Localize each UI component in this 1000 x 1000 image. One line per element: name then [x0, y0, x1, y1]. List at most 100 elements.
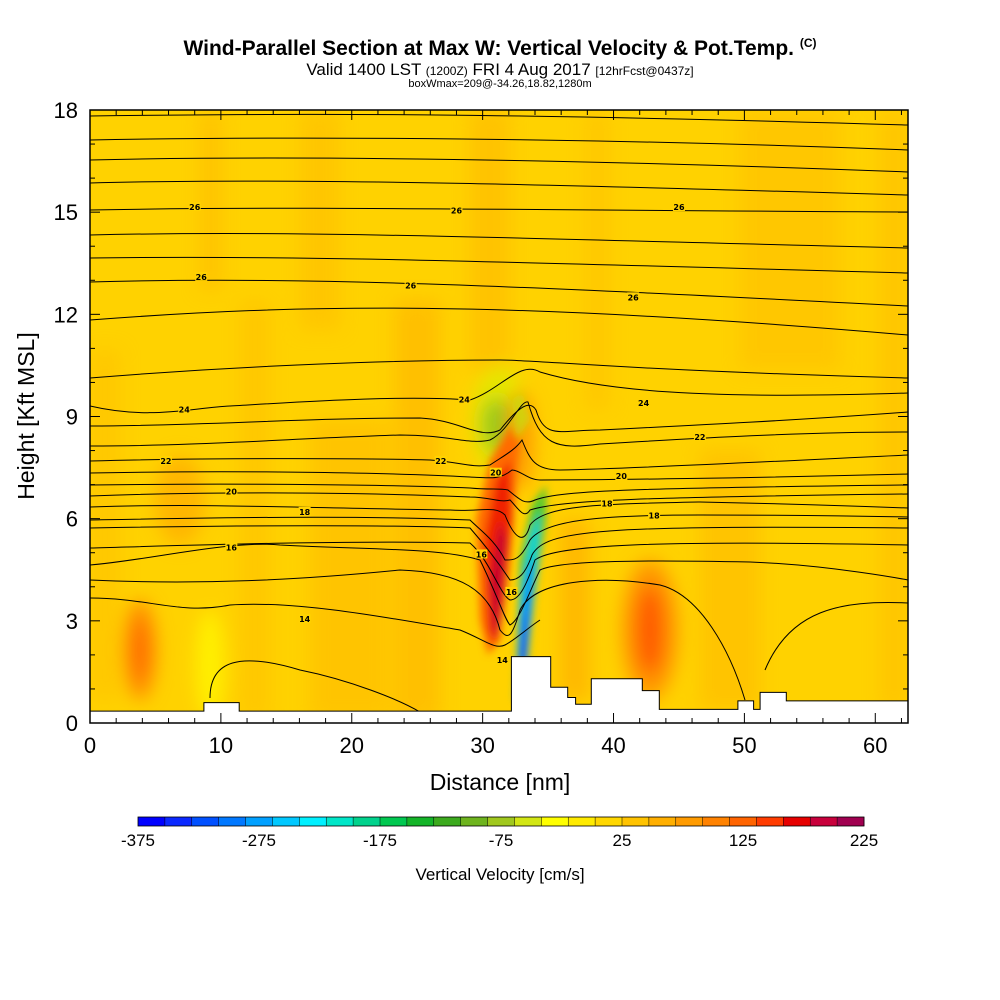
- contour-label: 26: [628, 293, 640, 302]
- contour-labels: 26 26 26 26 26 26 24 24 24 22 22 22 20 20 20 18 18 18 16 16…: [159, 202, 706, 665]
- colorbar-swatch: [595, 817, 623, 826]
- contour-label-bg: [637, 397, 650, 407]
- contour-label-bg: [693, 431, 706, 441]
- x-tick-label: 30: [470, 733, 494, 758]
- contour-label-bg: [298, 614, 311, 624]
- colorbar-swatch: [191, 817, 220, 826]
- colorbar-swatch: [729, 817, 757, 826]
- contour-line: [90, 569, 746, 701]
- title-units: (C): [799, 36, 817, 50]
- contour-label: 16: [506, 588, 518, 597]
- contour-line: [90, 483, 908, 503]
- x-axis-label: Distance [nm]: [430, 769, 571, 795]
- contour-label-bg: [159, 455, 172, 465]
- x-axis: 0 10 20 30 40 50 60: [84, 110, 902, 758]
- contour-label: 26: [451, 206, 463, 215]
- contour-line: [90, 492, 908, 515]
- y-tick-label: 12: [54, 302, 78, 327]
- colorbar-tick-label: -75: [489, 831, 514, 850]
- contour-label-bg: [225, 486, 238, 496]
- chart-subtitle-2: boxWmax=209@-34.26,18.82,1280m: [408, 78, 592, 90]
- colorbar-swatch: [837, 817, 865, 826]
- colorbar-swatch: [218, 817, 246, 826]
- contour-label-bg: [496, 654, 509, 664]
- contour-line: [90, 525, 908, 581]
- contour-label: 24: [638, 399, 650, 408]
- updraft-downdraft-core: [476, 392, 546, 700]
- colorbar-swatch: [164, 817, 193, 826]
- y-tick-label: 0: [66, 711, 78, 736]
- colorbar-label: Vertical Velocity [cm/s]: [415, 865, 584, 884]
- y-tick-label: 15: [54, 200, 78, 225]
- y-axis: 0 3 6 9 12 15 18: [54, 98, 908, 736]
- contour-line: [90, 279, 908, 307]
- x-tick-label: 60: [863, 733, 887, 758]
- contour-label-bg: [195, 271, 208, 281]
- x-tick-label: 0: [84, 733, 96, 758]
- colorbar-tick-label: -375: [121, 831, 155, 850]
- colorbar-tick-label: -175: [363, 831, 397, 850]
- contour-line: [90, 157, 908, 173]
- contour-line: [90, 137, 908, 151]
- contour-line: [90, 404, 908, 434]
- contour-label-bg: [298, 506, 311, 516]
- colorbar-swatch: [380, 817, 408, 826]
- contour-line: [90, 438, 908, 471]
- y-tick-label: 9: [66, 405, 78, 430]
- colorbar-swatch: [272, 817, 300, 826]
- colorbar-swatch: [648, 817, 677, 826]
- colorbar-swatch: [460, 817, 488, 826]
- valid-date: FRI 4 Aug 2017: [472, 60, 591, 79]
- contour-line: [90, 180, 908, 196]
- contour-label-bg: [672, 202, 685, 212]
- colorbar-tick-label: 25: [613, 831, 632, 850]
- contour-label-bg: [505, 586, 518, 596]
- contour-label: 18: [601, 499, 613, 508]
- x-tick-label: 50: [732, 733, 756, 758]
- colorbar-swatch: [622, 817, 650, 826]
- contour-label-bg: [489, 467, 502, 477]
- colorbar-swatch: [514, 817, 542, 826]
- contour-line: [90, 113, 908, 126]
- contour-label: 14: [497, 656, 509, 665]
- contour-line: [90, 207, 908, 213]
- contour-label: 24: [459, 395, 471, 404]
- contour-line: [209, 660, 421, 713]
- colorbar-swatch: [756, 817, 784, 826]
- colorbar-swatch: [299, 817, 327, 826]
- chart-subtitle: Valid 1400 LST (1200Z) FRI 4 Aug 2017 [1…: [0, 60, 1000, 80]
- contour-label: 26: [673, 203, 685, 212]
- contour-label-bg: [648, 510, 661, 520]
- colorbar-swatch: [810, 817, 838, 826]
- contour-line: [90, 307, 908, 336]
- contour-label-bg: [600, 498, 613, 508]
- x-tick-label: 10: [209, 733, 233, 758]
- colorbar-tick-label: -275: [242, 831, 276, 850]
- x-tick-label: 40: [601, 733, 625, 758]
- valid-time-utc: (1200Z): [425, 64, 468, 78]
- contour-label: 22: [435, 457, 446, 466]
- contour-label: 14: [299, 615, 311, 624]
- colorbar: -375 -275 -175 -75 25 125 225: [121, 816, 878, 850]
- colorbar-swatch: [702, 817, 730, 826]
- contour-label-bg: [450, 205, 463, 215]
- contour-line: [90, 501, 908, 538]
- contour-label: 26: [196, 273, 208, 282]
- colorbar-swatch: [138, 817, 166, 826]
- contour-label: 22: [160, 457, 171, 466]
- contour-label: 26: [189, 203, 201, 212]
- colorbar-tick-label: 125: [729, 831, 757, 850]
- field-blobs: [90, 110, 908, 720]
- vertical-velocity-field: [90, 110, 908, 723]
- y-tick-label: 18: [54, 98, 78, 123]
- contour-line: [90, 597, 541, 647]
- y-tick-label: 6: [66, 507, 78, 532]
- contour-label-bg: [178, 404, 191, 414]
- contour-label-bg: [475, 549, 488, 559]
- contour-line: [764, 602, 908, 671]
- contour-line: [90, 401, 908, 447]
- forecast-info: [12hrFcst@0437z]: [595, 64, 694, 78]
- contour-label: 16: [226, 544, 238, 553]
- contour-label-bg: [627, 292, 640, 302]
